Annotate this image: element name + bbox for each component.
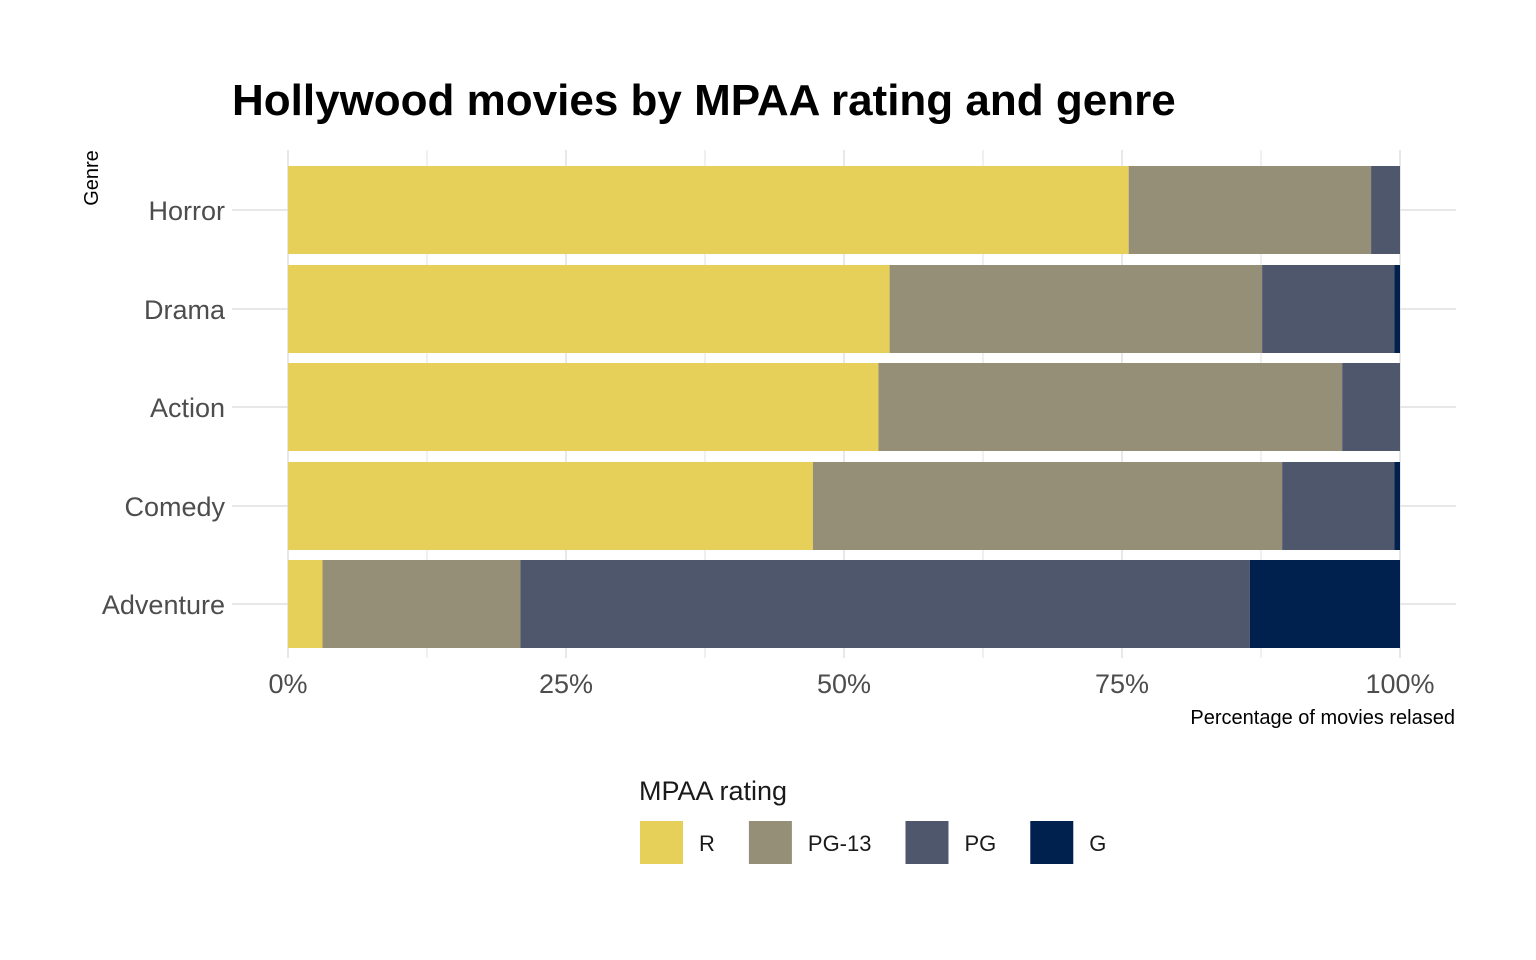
x-axis-title: Percentage of movies relased — [1190, 707, 1455, 729]
bar-action-r — [288, 363, 879, 451]
bar-horror-r — [288, 166, 1129, 254]
category-label: Drama — [144, 295, 226, 325]
category-label: Action — [150, 393, 225, 423]
bar-adventure-r — [288, 560, 323, 648]
bar-adventure-g — [1249, 560, 1400, 648]
legend-swatch-pg — [905, 821, 949, 864]
legend-swatch-r — [640, 821, 683, 864]
bar-comedy-g — [1394, 462, 1400, 550]
bar-horror-pg — [1371, 166, 1400, 254]
category-label: Adventure — [102, 590, 225, 620]
x-tick-label: 75% — [1095, 669, 1149, 699]
chart-title: Hollywood movies by MPAA rating and genr… — [232, 76, 1176, 125]
bar-adventure-pg-13 — [322, 560, 521, 648]
bar-action-pg — [1342, 363, 1400, 451]
legend-swatch-pg-13 — [748, 821, 792, 864]
legend-title: MPAA rating — [639, 776, 787, 806]
bar-comedy-pg — [1282, 462, 1395, 550]
category-label: Comedy — [124, 492, 225, 522]
legend-label: PG — [964, 831, 996, 856]
x-tick-labels: 0% 25% 50% 75% 100% — [268, 669, 1434, 699]
x-tick-label: 25% — [539, 669, 593, 699]
bar-comedy-pg-13 — [812, 462, 1283, 550]
category-labels: Adventure Comedy Action Drama Horror — [102, 196, 226, 620]
x-tick-label: 100% — [1365, 669, 1434, 699]
bar-drama-g — [1394, 265, 1400, 353]
x-tick-label: 0% — [268, 669, 307, 699]
bar-drama-pg-13 — [889, 265, 1263, 353]
legend-label: G — [1089, 831, 1106, 856]
legend-label: PG-13 — [808, 831, 872, 856]
x-tick-label: 50% — [817, 669, 871, 699]
bar-drama-pg — [1262, 265, 1395, 353]
bar-horror-pg-13 — [1128, 166, 1372, 254]
bars — [288, 166, 1400, 648]
bar-drama-r — [288, 265, 890, 353]
legend-label: R — [699, 831, 715, 856]
bar-adventure-pg — [520, 560, 1250, 648]
bar-comedy-r — [288, 462, 813, 550]
legend: R PG-13 PG G — [640, 821, 1106, 864]
bar-action-pg-13 — [878, 363, 1343, 451]
category-label: Horror — [148, 196, 225, 226]
y-axis-title: Genre — [81, 150, 103, 206]
legend-swatch-g — [1030, 821, 1074, 864]
